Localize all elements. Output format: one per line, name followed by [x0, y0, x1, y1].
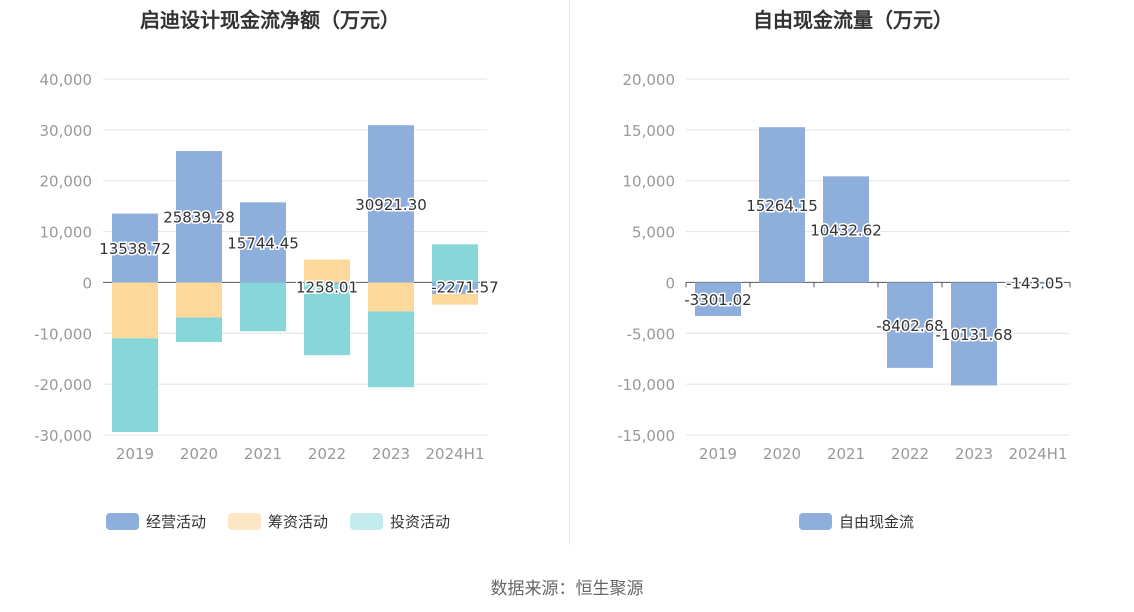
y-tick-label: 0	[82, 274, 92, 292]
y-tick-label: 30,000	[40, 122, 93, 140]
data-label: 10432.62	[810, 221, 882, 239]
bar-segment	[368, 125, 414, 283]
x-tick-label: 2024H1	[426, 445, 485, 463]
y-tick-label: -20,000	[34, 376, 92, 394]
bar-segment	[304, 259, 350, 283]
bar-segment	[432, 244, 478, 283]
x-tick-label: 2019	[116, 445, 154, 463]
x-tick-label: 2021	[244, 445, 282, 463]
x-tick-label: 2023	[372, 445, 410, 463]
data-label: -143.05	[1006, 274, 1064, 292]
bar-segment	[176, 317, 222, 342]
data-label: 1258.01	[296, 278, 358, 296]
y-tick-label: 20,000	[40, 173, 93, 191]
bar	[695, 282, 741, 317]
y-tick-label: 20,000	[623, 71, 676, 89]
bar-segment	[176, 151, 222, 283]
legend-swatch	[350, 513, 383, 530]
bar	[823, 176, 869, 283]
x-tick-label: 2020	[763, 445, 801, 463]
legend-label: 筹资活动	[268, 513, 328, 531]
x-tick-label: 2022	[891, 445, 929, 463]
bar	[887, 282, 933, 368]
bar	[1015, 282, 1061, 284]
legend-swatch	[106, 513, 139, 530]
legend-swatch	[228, 513, 261, 530]
y-tick-label: 5,000	[632, 224, 675, 242]
legend-label: 自由现金流	[839, 513, 914, 531]
data-label: 15264.15	[746, 197, 818, 215]
bar-segment	[240, 282, 286, 332]
bar-segment	[368, 282, 414, 312]
data-source: 数据来源：恒生聚源	[490, 579, 644, 599]
data-label: -2271.57	[431, 278, 498, 296]
data-label: 13538.72	[99, 240, 171, 258]
y-tick-label: 15,000	[623, 122, 676, 140]
data-label: -10131.68	[936, 326, 1013, 344]
bar-segment	[304, 282, 350, 284]
x-tick-label: 2022	[308, 445, 346, 463]
y-tick-label: -5,000	[627, 325, 675, 343]
y-tick-label: -30,000	[34, 427, 92, 445]
y-tick-label: -10,000	[34, 325, 92, 343]
bar	[759, 127, 805, 283]
x-tick-label: 2019	[699, 445, 737, 463]
data-label: -3301.02	[684, 291, 751, 309]
legend-label: 经营活动	[146, 513, 206, 531]
data-label: -8402.68	[876, 317, 943, 335]
bar-segment	[176, 282, 222, 318]
bar-segment	[112, 282, 158, 339]
y-tick-label: -10,000	[617, 376, 675, 394]
bar-segment	[112, 338, 158, 432]
bar-segment	[368, 311, 414, 388]
chart-title-cashflow: 启迪设计现金流净额（万元）	[140, 8, 400, 32]
legend-label: 投资活动	[390, 513, 450, 531]
x-tick-label: 2021	[827, 445, 865, 463]
x-tick-label: 2024H1	[1009, 445, 1068, 463]
y-tick-label: 10,000	[623, 173, 676, 191]
bar	[951, 282, 997, 386]
data-label: 25839.28	[163, 209, 235, 227]
y-tick-label: 40,000	[40, 71, 93, 89]
y-tick-label: 0	[665, 274, 675, 292]
bar-segment	[432, 282, 478, 294]
y-tick-label: 10,000	[40, 224, 93, 242]
x-tick-label: 2023	[955, 445, 993, 463]
bar-segment	[112, 213, 158, 283]
data-label: 15744.45	[227, 234, 299, 252]
bar-segment	[240, 202, 286, 283]
data-label: 30921.30	[355, 196, 427, 214]
chart-title-fcf: 自由现金流量（万元）	[753, 8, 953, 32]
y-tick-label: -15,000	[617, 427, 675, 445]
bar-segment	[432, 293, 478, 305]
x-tick-label: 2020	[180, 445, 218, 463]
bar-segment	[304, 283, 350, 356]
legend-swatch	[799, 513, 832, 530]
chart-divider	[569, 0, 570, 545]
